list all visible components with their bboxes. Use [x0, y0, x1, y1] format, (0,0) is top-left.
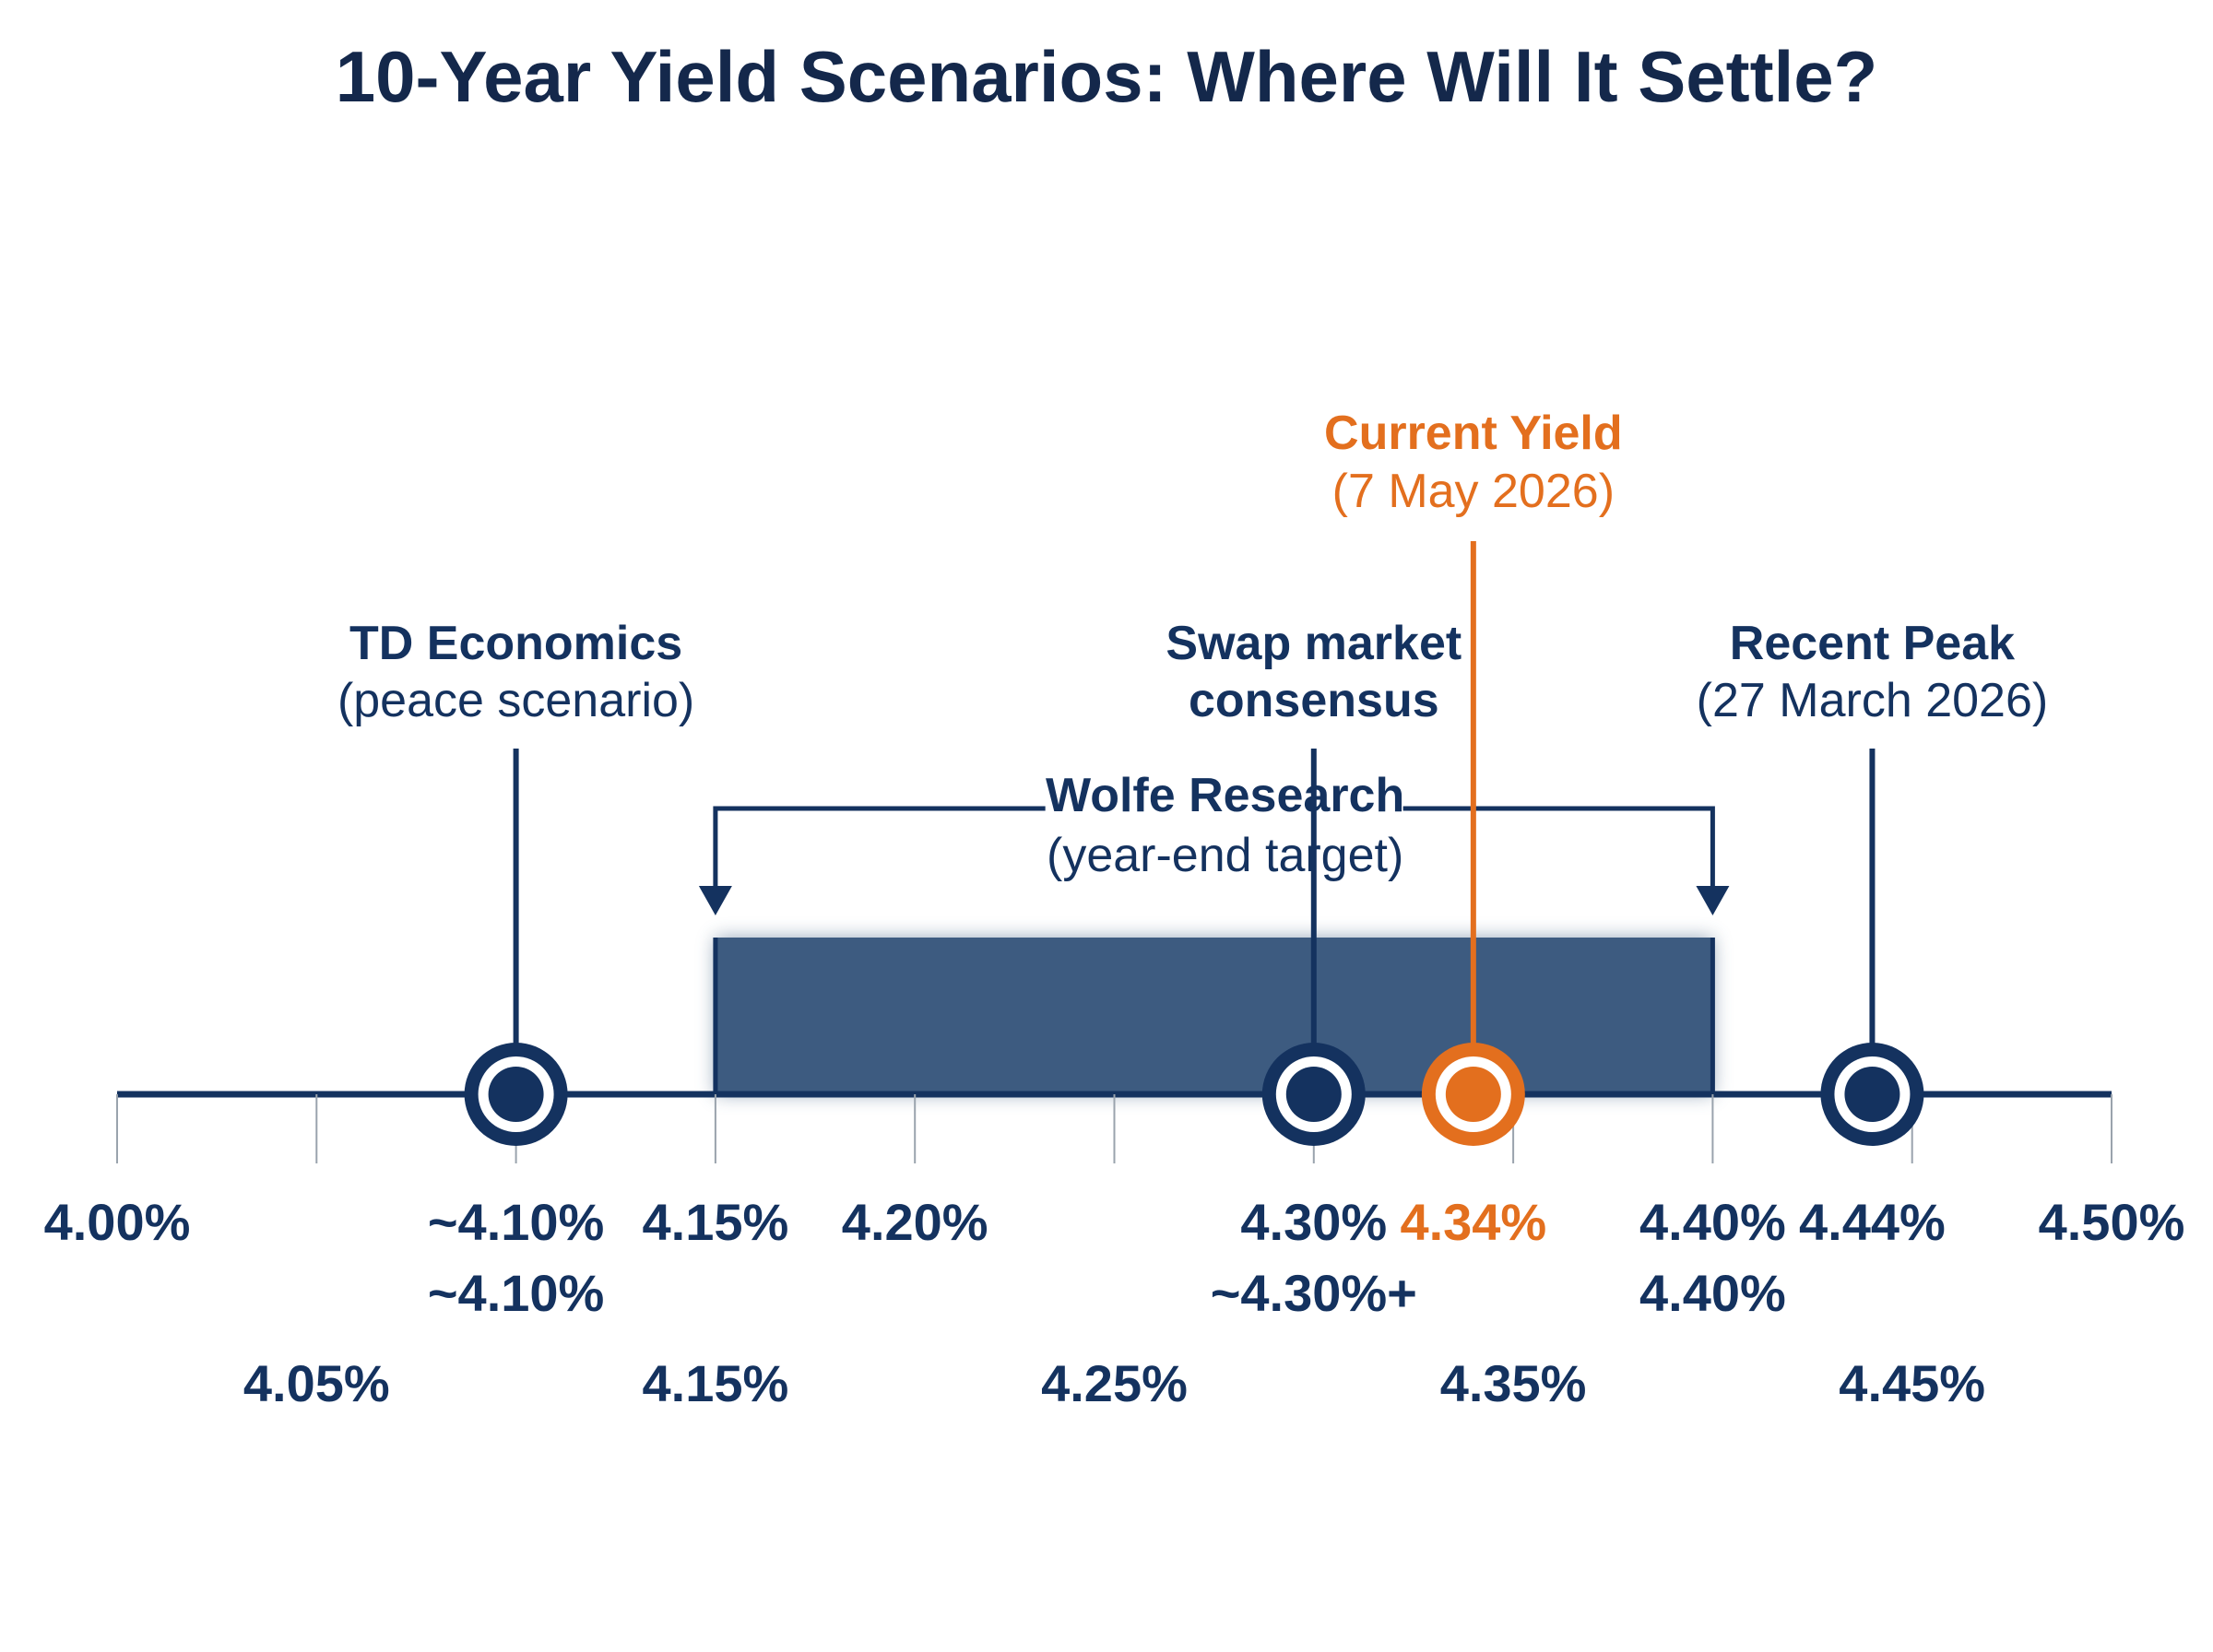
- marker-dot: [1445, 1067, 1501, 1122]
- marker-sublabel: (27 March 2026): [1697, 674, 2049, 727]
- marker-dot: [1285, 1067, 1342, 1122]
- marker-label: Recent Peak: [1730, 617, 2015, 670]
- marker-dot: [1844, 1067, 1900, 1122]
- range-band: [715, 938, 1713, 1094]
- arrow-down-icon: [698, 886, 732, 915]
- range-bracket-right: [1402, 806, 1715, 890]
- marker-label: Current Yield: [1324, 407, 1623, 460]
- marker-sublabel: (7 May 2026): [1332, 465, 1615, 518]
- tick-label: ~4.10%: [428, 1193, 605, 1251]
- tick-label: 4.40%: [1639, 1193, 1786, 1251]
- range-label: Wolfe Research: [1046, 769, 1404, 822]
- marker-sublabel: consensus: [1189, 674, 1439, 727]
- tick-label: ~4.10%: [428, 1264, 605, 1322]
- marker-label: TD Economics: [349, 617, 682, 670]
- tick-label: 4.30%: [1240, 1193, 1387, 1251]
- tick-label: 4.34%: [1400, 1193, 1546, 1251]
- tick-label: 4.15%: [643, 1354, 789, 1412]
- tick-label: ~4.30%+: [1211, 1264, 1417, 1322]
- markers-layer: TD Economics(peace scenario) Swap marketc…: [337, 407, 2048, 1146]
- arrow-down-icon: [1696, 886, 1730, 915]
- tick-label: 4.15%: [643, 1193, 789, 1251]
- marker-sublabel: (peace scenario): [337, 674, 694, 727]
- tick-label: 4.25%: [1041, 1354, 1188, 1412]
- marker-label: Swap market: [1166, 617, 1462, 670]
- range-note: (year-end target): [1047, 829, 1403, 882]
- tick-label: 4.35%: [1440, 1354, 1587, 1412]
- tick-label: 4.40%: [1639, 1264, 1786, 1322]
- marker-dot: [488, 1067, 544, 1122]
- tick-label: 4.00%: [44, 1193, 191, 1251]
- tick-labels-layer: 4.00% ~4.10% 4.15% 4.20% 4.30% 4.34% 4.40% 4.44…: [44, 1193, 2185, 1412]
- tick-label: 4.44%: [1799, 1193, 1946, 1251]
- tick-label: 4.05%: [243, 1354, 390, 1412]
- tick-label: 4.50%: [2039, 1193, 2185, 1251]
- axis-layer: [116, 1091, 2112, 1163]
- chart-title: 10-Year Yield Scenarios: Where Will It S…: [336, 36, 1878, 117]
- range-band-layer: Wolfe Research (year-end target): [698, 769, 1730, 1094]
- tick-label: 4.45%: [1839, 1354, 1985, 1412]
- tick-label: 4.20%: [842, 1193, 988, 1251]
- range-bracket-left: [713, 806, 1046, 890]
